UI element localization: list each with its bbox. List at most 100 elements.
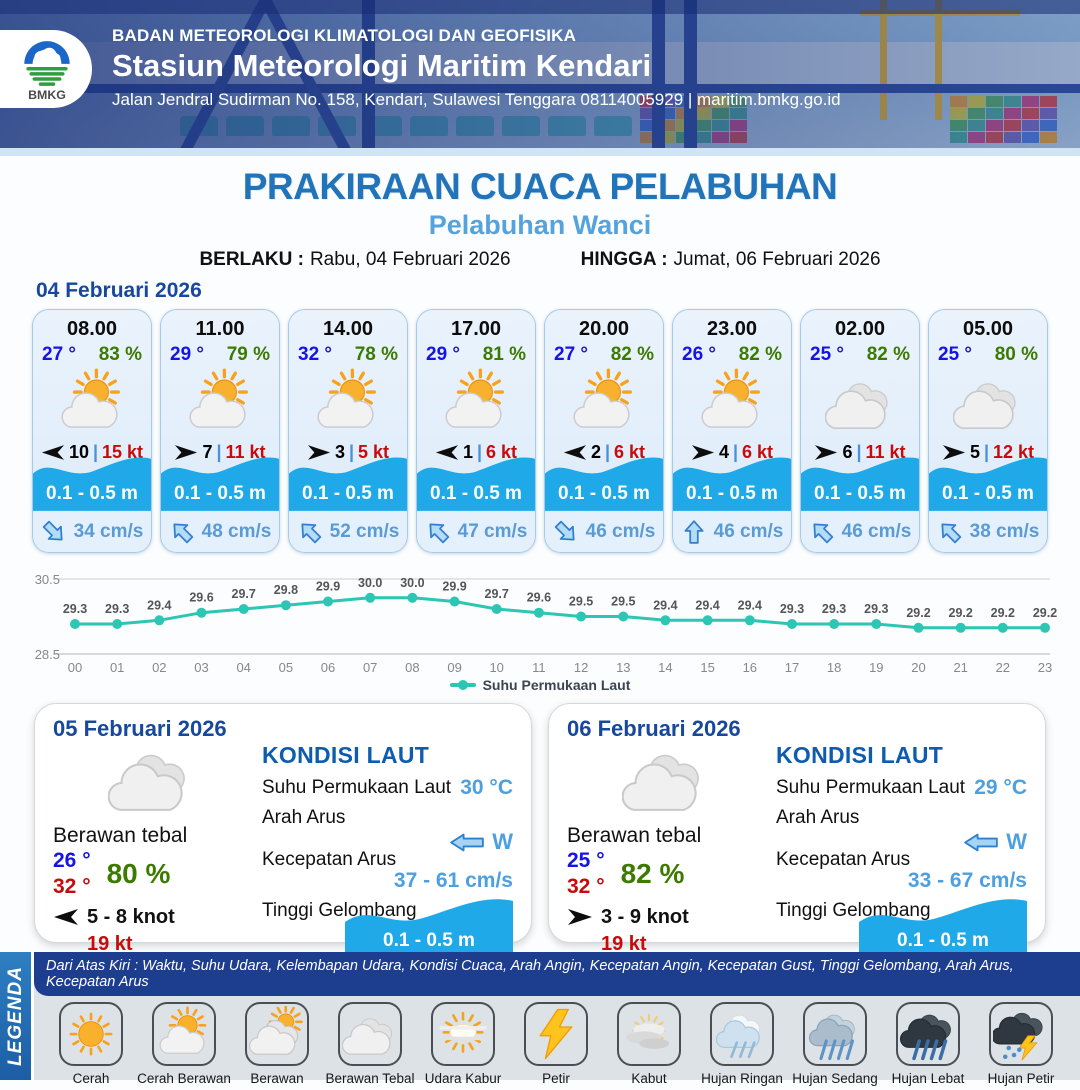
current-direction-icon — [803, 514, 840, 551]
svg-text:17: 17 — [785, 660, 799, 675]
sst-label: Suhu Permukaan Laut — [262, 777, 451, 799]
svg-text:12: 12 — [574, 660, 588, 675]
berlaku-value: Rabu, 04 Februari 2026 — [310, 249, 511, 270]
svg-text:01: 01 — [110, 660, 124, 675]
petir-icon — [524, 1002, 588, 1066]
legend-description: Dari Atas Kiri : Waktu, Suhu Udara, Kele… — [34, 952, 1080, 996]
forecast-temp: 27 ° — [554, 344, 588, 366]
legend-item: Berawan Tebal — [325, 1002, 415, 1086]
svg-text:29.3: 29.3 — [822, 602, 846, 616]
svg-text:29.2: 29.2 — [949, 606, 973, 620]
legend-item-label: Hujan Petir — [988, 1071, 1055, 1086]
berawan-tebal-icon — [622, 736, 708, 822]
current-row: 48 cm/s — [161, 512, 279, 552]
svg-text:29.4: 29.4 — [653, 598, 677, 612]
wave-height-band: 0.1 - 0.5 m — [545, 446, 663, 512]
forecast-card: 23.00 26 ° 82 % 4 | 6 kt 0.1 - 0.5 m 46 … — [672, 309, 792, 553]
wave-height-value: 0.1 - 0.5 m — [859, 930, 1027, 952]
wave-height-band: 0.1 - 0.5 m — [33, 446, 151, 512]
forecast-humidity: 81 % — [483, 344, 526, 366]
svg-text:09: 09 — [447, 660, 461, 675]
wind-range: 3 - 9 knot — [601, 906, 689, 929]
agency-name: BADAN METEOROLOGI KLIMATOLOGI DAN GEOFIS… — [112, 26, 841, 46]
current-direction-icon — [547, 514, 584, 551]
forecast-card: 11.00 29 ° 79 % 7 | 11 kt 0.1 - 0.5 m 48… — [160, 309, 280, 553]
forecast-temp: 25 ° — [810, 344, 844, 366]
forecast-humidity: 82 % — [867, 344, 910, 366]
svg-text:14: 14 — [658, 660, 672, 675]
current-dir-label: Arah Arus — [262, 807, 345, 829]
forecast-time: 08.00 — [33, 318, 151, 341]
temp-min: 25 ° — [567, 848, 605, 874]
current-direction-icon — [964, 832, 998, 853]
current-speed: 38 cm/s — [970, 521, 1040, 543]
condition-text: Berawan tebal — [53, 824, 187, 848]
title-block: PRAKIRAAN CUACA PELABUHAN Pelabuhan Wanc… — [0, 156, 1080, 271]
bmkg-logo-icon: BMKG — [16, 36, 78, 102]
sea-conditions: KONDISI LAUT Suhu Permukaan Laut 30 °C A… — [248, 742, 513, 956]
svg-text:29.3: 29.3 — [63, 602, 87, 616]
wave-height-band: 0.1 - 0.5 m — [929, 446, 1047, 512]
temp-min: 26 ° — [53, 848, 91, 874]
berawan-tebal-icon — [108, 736, 194, 822]
header-banner: BMKG BADAN METEOROLOGI KLIMATOLOGI DAN G… — [0, 0, 1080, 148]
condition-text: Berawan tebal — [567, 824, 701, 848]
cerah-berawan-icon — [289, 368, 407, 438]
forecast-temp: 29 ° — [170, 344, 204, 366]
current-row: 38 cm/s — [929, 512, 1047, 552]
svg-text:28.5: 28.5 — [35, 647, 60, 662]
cerah-berawan-icon — [161, 368, 279, 438]
validity-to: HINGGA :Jumat, 06 Februari 2026 — [581, 249, 881, 271]
current-direction-icon — [419, 514, 456, 551]
port-name: Pelabuhan Wanci — [0, 210, 1080, 241]
legend-item: Hujan Ringan — [697, 1002, 787, 1086]
forecast-card: 14.00 32 ° 78 % 3 | 5 kt 0.1 - 0.5 m 52 … — [288, 309, 408, 553]
cerah-berawan-icon — [33, 368, 151, 438]
legend-item: Hujan Lebat — [883, 1002, 973, 1086]
current-dir-label: Arah Arus — [776, 807, 859, 829]
wave-height-value: 0.1 - 0.5 m — [33, 483, 151, 505]
forecast-humidity: 80 % — [995, 344, 1038, 366]
legend-item: Petir — [511, 1002, 601, 1086]
forecast-time: 23.00 — [673, 318, 791, 341]
svg-text:29.4: 29.4 — [147, 598, 171, 612]
svg-text:29.3: 29.3 — [780, 602, 804, 616]
wave-height-value: 0.1 - 0.5 m — [161, 483, 279, 505]
forecast-card: 20.00 27 ° 82 % 2 | 6 kt 0.1 - 0.5 m 46 … — [544, 309, 664, 553]
svg-text:03: 03 — [194, 660, 208, 675]
svg-text:29.3: 29.3 — [105, 602, 129, 616]
day-summary-card: 05 Februari 2026 Berawan tebal 26 ° 32 °… — [34, 703, 532, 943]
legend-item: Cerah — [46, 1002, 136, 1086]
svg-text:29.5: 29.5 — [611, 595, 635, 609]
current-speed: 46 cm/s — [714, 521, 784, 543]
svg-text:29.2: 29.2 — [991, 606, 1015, 620]
svg-text:29.4: 29.4 — [695, 598, 719, 612]
svg-text:29.8: 29.8 — [274, 583, 298, 597]
wave-height-badge: 0.1 - 0.5 m — [859, 890, 1027, 960]
svg-text:16: 16 — [743, 660, 757, 675]
forecast-humidity: 82 % — [739, 344, 782, 366]
current-speed: 46 cm/s — [842, 521, 912, 543]
legend-item-label: Hujan Lebat — [892, 1071, 965, 1086]
forecast-temp: 25 ° — [938, 344, 972, 366]
wind-range: 5 - 8 knot — [87, 906, 175, 929]
svg-text:29.4: 29.4 — [738, 598, 762, 612]
forecast-temp: 27 ° — [42, 344, 76, 366]
legend-item-label: Cerah Berawan — [137, 1071, 231, 1086]
header-text: BADAN METEOROLOGI KLIMATOLOGI DAN GEOFIS… — [112, 26, 841, 110]
humidity-value: 80 % — [107, 858, 171, 890]
wave-height-band: 0.1 - 0.5 m — [161, 446, 279, 512]
wave-height-band: 0.1 - 0.5 m — [801, 446, 919, 512]
sea-conditions-title: KONDISI LAUT — [262, 742, 513, 769]
wave-height-value: 0.1 - 0.5 m — [417, 483, 535, 505]
temp-max: 32 ° — [567, 874, 605, 900]
chart-legend-marker — [450, 683, 476, 687]
berlaku-label: BERLAKU : — [199, 249, 304, 270]
svg-text:29.2: 29.2 — [1033, 606, 1057, 620]
svg-text:15: 15 — [700, 660, 714, 675]
current-speed: 34 cm/s — [74, 521, 144, 543]
forecast-card: 02.00 25 ° 82 % 6 | 11 kt 0.1 - 0.5 m 46… — [800, 309, 920, 553]
svg-text:30.0: 30.0 — [358, 576, 382, 590]
